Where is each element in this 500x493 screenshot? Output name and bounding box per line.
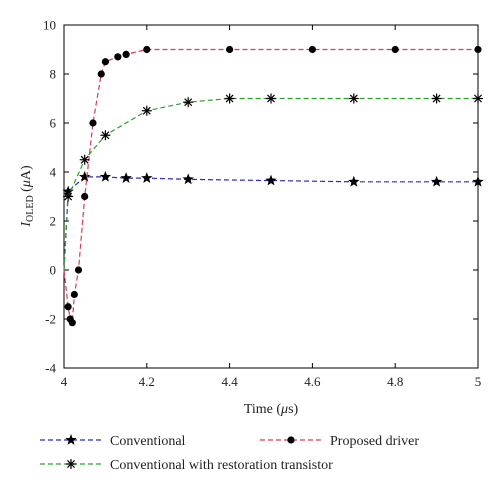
data-point (63, 191, 74, 202)
data-point (431, 93, 442, 104)
data-point (265, 174, 277, 186)
x-tick-label: 4.4 (221, 374, 238, 389)
x-axis-title: Time (μs) (244, 402, 299, 417)
data-point (78, 170, 91, 182)
y-axis-title: IOLED (μA) (19, 165, 36, 228)
data-point (101, 58, 109, 66)
x-tick-label: 4 (61, 374, 68, 389)
x-tick-label: 4.8 (387, 374, 403, 389)
legend-label-conventional-with-restoration: Conventional with restoration transistor (110, 458, 333, 473)
legend-item-proposed-driver: Proposed driver (260, 434, 419, 449)
y-tick-label: 6 (50, 116, 57, 131)
y-tick-label: -4 (45, 361, 56, 376)
data-point (100, 130, 111, 141)
data-point (89, 119, 97, 127)
data-point (182, 173, 194, 185)
data-point (143, 45, 151, 54)
series-layer (62, 45, 484, 327)
data-point (348, 93, 359, 104)
y-axis-ticks: -4 -2 0 2 4 6 8 10 (43, 18, 478, 376)
x-axis-ticks: 4 4.2 4.4 4.6 4.8 5 (61, 25, 482, 389)
data-point (430, 175, 443, 187)
data-point (120, 172, 132, 183)
data-point (79, 154, 90, 165)
data-point (473, 93, 483, 104)
data-point (472, 175, 484, 187)
x-tick-label: 4.2 (139, 374, 155, 389)
data-point (224, 93, 235, 104)
legend-marker-conventional-with-restoration (66, 459, 76, 469)
y-tick-label: 4 (50, 165, 57, 180)
y-tick-label: 8 (50, 67, 57, 82)
x-tick-label: 5 (475, 374, 482, 389)
legend-marker-shape (287, 436, 295, 444)
legend-label-conventional: Conventional (110, 434, 186, 449)
data-point (70, 290, 78, 299)
data-point (391, 45, 399, 54)
data-point (68, 319, 76, 327)
legend-marker-proposed-driver (287, 436, 295, 444)
legend-marker-shape (66, 459, 76, 469)
data-point (141, 172, 153, 183)
data-point (348, 175, 360, 187)
x-tick-label: 4.6 (304, 374, 321, 389)
data-point (308, 45, 316, 54)
data-point (62, 185, 74, 197)
legend: Conventional Proposed driver Conventiona… (40, 434, 419, 473)
data-point (114, 53, 122, 61)
y-tick-label: 10 (43, 18, 56, 33)
data-point (226, 45, 234, 54)
data-point (74, 266, 83, 274)
data-point (122, 50, 130, 59)
data-point (266, 93, 276, 104)
y-tick-label: 0 (50, 263, 57, 278)
data-point (141, 105, 152, 116)
data-point (81, 192, 89, 201)
series-1 (63, 45, 482, 327)
legend-label-proposed-driver: Proposed driver (330, 434, 419, 449)
legend-marker-conventional (65, 434, 77, 445)
data-point (64, 303, 72, 311)
series-2 (63, 93, 483, 271)
legend-item-conventional: Conventional (40, 434, 186, 449)
y-tick-label: -2 (45, 312, 56, 327)
data-point (183, 97, 194, 108)
y-tick-label: 2 (50, 214, 57, 229)
data-point (99, 170, 112, 182)
legend-marker-shape (65, 434, 77, 445)
legend-item-conventional-with-restoration: Conventional with restoration transistor (40, 458, 333, 473)
data-point (97, 70, 105, 78)
series-0 (62, 170, 484, 271)
data-point (474, 45, 482, 54)
